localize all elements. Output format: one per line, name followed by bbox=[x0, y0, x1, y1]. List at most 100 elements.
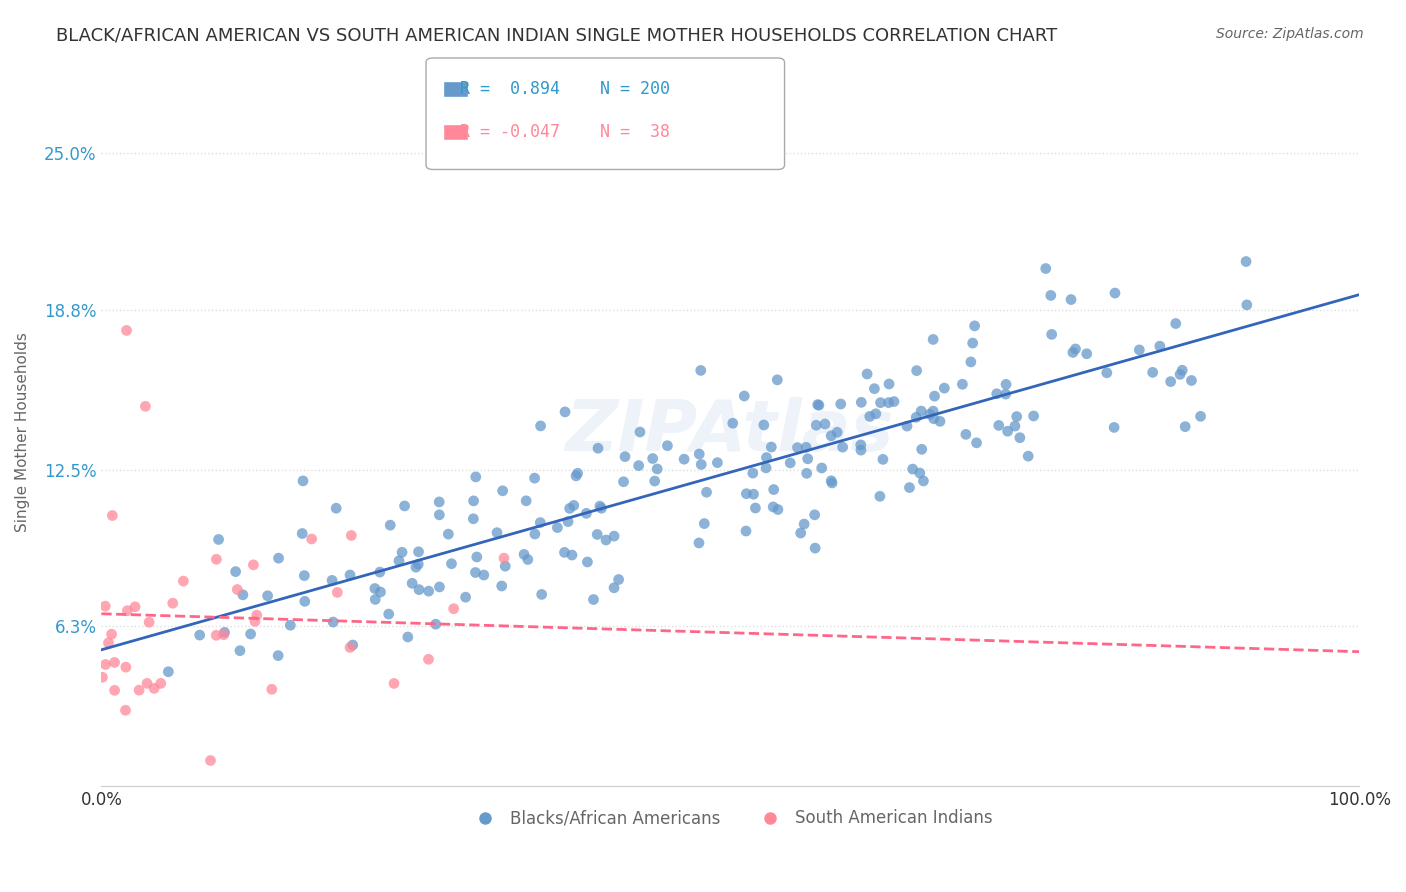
Point bbox=[94, 657, 117, 672]
Point bbox=[364, 582, 387, 596]
Point bbox=[242, 558, 264, 572]
Point bbox=[820, 429, 842, 443]
Point bbox=[1040, 327, 1063, 342]
Point bbox=[877, 376, 900, 391]
Point bbox=[744, 501, 766, 516]
Point bbox=[905, 363, 928, 377]
Point bbox=[172, 574, 194, 588]
Point bbox=[437, 527, 460, 541]
Point bbox=[1005, 409, 1028, 424]
Point bbox=[405, 560, 427, 574]
Point bbox=[657, 439, 679, 453]
Point bbox=[918, 407, 941, 421]
Point bbox=[995, 377, 1018, 392]
Point bbox=[856, 367, 879, 381]
Point bbox=[741, 466, 763, 480]
Point bbox=[115, 323, 138, 337]
Point bbox=[987, 418, 1010, 433]
Point bbox=[908, 466, 931, 480]
Point bbox=[1149, 339, 1171, 353]
Point bbox=[408, 582, 430, 597]
Point bbox=[454, 590, 477, 604]
Point bbox=[789, 526, 811, 541]
Point bbox=[614, 450, 637, 464]
Point bbox=[733, 389, 755, 403]
Point bbox=[830, 397, 852, 411]
Point bbox=[464, 566, 486, 580]
Point bbox=[1102, 420, 1125, 434]
Point bbox=[796, 467, 818, 481]
Point bbox=[117, 604, 139, 618]
Point bbox=[463, 512, 485, 526]
Point bbox=[586, 527, 609, 541]
Point bbox=[494, 559, 516, 574]
Point bbox=[735, 524, 758, 538]
Point bbox=[321, 574, 343, 588]
Point bbox=[325, 501, 347, 516]
Point bbox=[706, 456, 728, 470]
Legend: Blacks/African Americans, South American Indians: Blacks/African Americans, South American… bbox=[461, 803, 1000, 834]
Point bbox=[1142, 365, 1164, 379]
Point bbox=[485, 525, 508, 540]
Point bbox=[595, 533, 617, 547]
Point bbox=[863, 382, 886, 396]
Point bbox=[114, 703, 136, 717]
Point bbox=[814, 417, 837, 431]
Point bbox=[1104, 286, 1126, 301]
Point bbox=[243, 615, 266, 629]
Point bbox=[558, 501, 581, 516]
Point bbox=[562, 499, 585, 513]
Point bbox=[97, 636, 120, 650]
Point bbox=[465, 549, 488, 564]
Point bbox=[530, 587, 553, 601]
Point bbox=[1064, 342, 1087, 356]
Point bbox=[911, 442, 934, 457]
Point bbox=[586, 442, 609, 456]
Point bbox=[200, 754, 222, 768]
Point bbox=[342, 638, 364, 652]
Point bbox=[1189, 409, 1212, 424]
Point bbox=[591, 501, 613, 516]
Point bbox=[869, 489, 891, 503]
Point bbox=[849, 443, 872, 458]
Point bbox=[804, 541, 827, 555]
Point bbox=[138, 615, 160, 630]
Point bbox=[546, 520, 568, 534]
Point bbox=[1017, 449, 1039, 463]
Point bbox=[472, 568, 495, 582]
Point bbox=[188, 628, 211, 642]
Point bbox=[962, 336, 984, 351]
Point bbox=[859, 409, 882, 424]
Point bbox=[912, 474, 935, 488]
Point bbox=[762, 483, 785, 497]
Point bbox=[810, 461, 832, 475]
Point bbox=[212, 628, 235, 642]
Point bbox=[529, 418, 551, 433]
Point bbox=[214, 625, 236, 640]
Point bbox=[143, 681, 166, 696]
Point bbox=[382, 676, 405, 690]
Point bbox=[807, 398, 830, 412]
Point bbox=[124, 599, 146, 614]
Point bbox=[1039, 288, 1062, 302]
Point bbox=[922, 333, 945, 347]
Point bbox=[322, 615, 344, 629]
Point bbox=[425, 617, 447, 632]
Point bbox=[91, 670, 114, 684]
Point bbox=[523, 527, 546, 541]
Point bbox=[396, 630, 419, 644]
Point bbox=[644, 474, 666, 488]
Point bbox=[565, 468, 588, 483]
Point bbox=[582, 592, 605, 607]
Point bbox=[205, 552, 228, 566]
Point bbox=[752, 417, 775, 432]
Point bbox=[513, 548, 536, 562]
Point bbox=[401, 576, 423, 591]
Point bbox=[1236, 298, 1258, 312]
Point bbox=[256, 589, 278, 603]
Point bbox=[364, 592, 387, 607]
Point bbox=[688, 536, 710, 550]
Point bbox=[232, 588, 254, 602]
Point bbox=[104, 683, 127, 698]
Point bbox=[960, 355, 983, 369]
